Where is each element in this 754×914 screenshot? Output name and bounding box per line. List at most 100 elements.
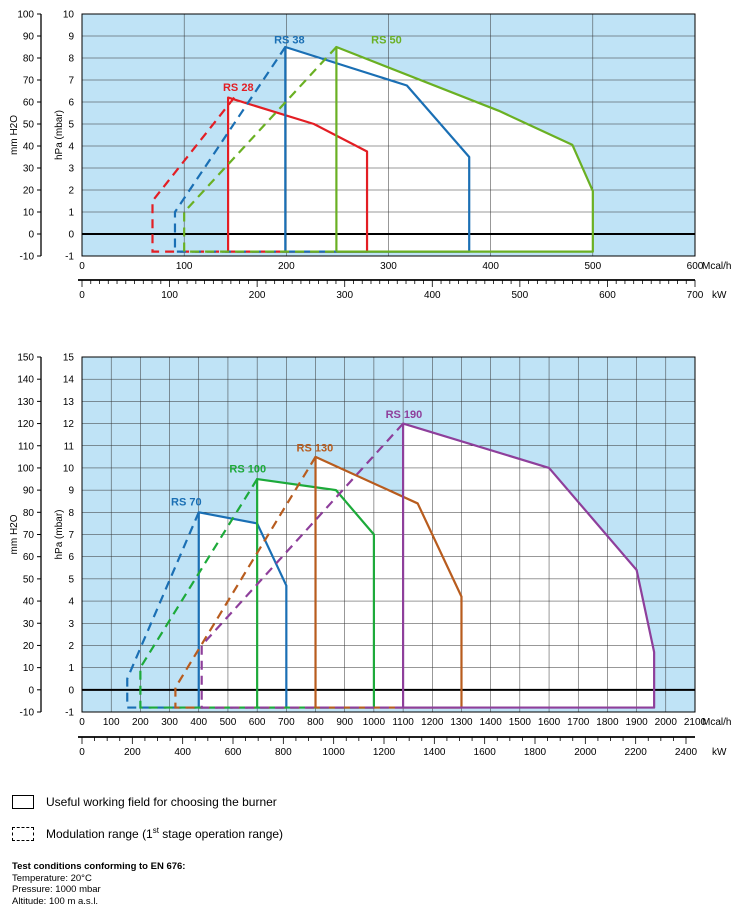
mcal-tick-label: 1000 bbox=[363, 717, 386, 728]
mcal-tick-label: 1600 bbox=[538, 717, 561, 728]
hpa-tick-label: 0 bbox=[68, 685, 74, 696]
hpa-tick-label: 1 bbox=[68, 663, 74, 674]
hpa-axis-title: hPa (mbar) bbox=[54, 110, 65, 160]
mcal-tick-label: 500 bbox=[220, 717, 237, 728]
modulation-range-line bbox=[173, 46, 287, 253]
kw-tick-label: 2400 bbox=[675, 747, 698, 758]
hpa-tick-label: 3 bbox=[68, 619, 74, 630]
mm-tick-label: 140 bbox=[17, 375, 34, 386]
series-label: RS 130 bbox=[297, 442, 334, 454]
mm-tick-label: 50 bbox=[23, 574, 35, 585]
mm-tick-label: 20 bbox=[23, 186, 35, 197]
mm-tick-label: 10 bbox=[23, 208, 35, 219]
hpa-tick-label: 9 bbox=[68, 32, 74, 43]
mcal-tick-label: 1200 bbox=[421, 717, 444, 728]
legend-dashed-swatch bbox=[12, 826, 34, 841]
mcal-tick-label: 1100 bbox=[392, 717, 414, 728]
mm-tick-label: 30 bbox=[23, 164, 35, 175]
mm-tick-label: 70 bbox=[23, 76, 35, 87]
kw-tick-label: 400 bbox=[424, 290, 441, 301]
hpa-tick-label: 15 bbox=[63, 353, 75, 364]
mcal-tick-label: 400 bbox=[190, 717, 207, 728]
mcal-tick-label: 400 bbox=[482, 261, 499, 272]
mm-tick-label: 20 bbox=[23, 641, 35, 652]
legend-working-field: Useful working field for choosing the bu… bbox=[12, 795, 277, 809]
mm-tick-label: 0 bbox=[28, 685, 34, 696]
mm-tick-label: 60 bbox=[23, 552, 35, 563]
kw-tick-label: 800 bbox=[275, 747, 292, 758]
kw-tick-label: 100 bbox=[161, 290, 178, 301]
mm-tick-label: 0 bbox=[28, 230, 34, 241]
hpa-tick-label: 4 bbox=[68, 142, 74, 153]
hpa-tick-label: 3 bbox=[68, 164, 74, 175]
modulation-range-line bbox=[126, 511, 200, 709]
kw-tick-label: 0 bbox=[79, 290, 85, 301]
kw-tick-label: 2000 bbox=[574, 747, 597, 758]
mcal-tick-label: 300 bbox=[161, 717, 178, 728]
hpa-tick-label: 11 bbox=[64, 441, 75, 452]
mm-tick-label: 120 bbox=[17, 419, 34, 430]
mcal-tick-label: 500 bbox=[584, 261, 601, 272]
mm-tick-label: 80 bbox=[23, 54, 35, 65]
series-label: RS 38 bbox=[274, 35, 305, 47]
test-conditions-title: Test conditions conforming to EN 676: bbox=[12, 861, 186, 872]
mcal-tick-label: 200 bbox=[132, 717, 149, 728]
mcal-tick-label: 2000 bbox=[655, 717, 678, 728]
series-rs-190: RS 190 bbox=[200, 409, 656, 709]
mcal-tick-label: 800 bbox=[307, 717, 324, 728]
test-conditions: Test conditions conforming to EN 676: Te… bbox=[12, 861, 185, 907]
series-rs-50: RS 50 bbox=[183, 35, 594, 253]
mcal-tick-label: 300 bbox=[380, 261, 397, 272]
hpa-tick-label: 7 bbox=[68, 76, 74, 87]
modulation-range-line bbox=[183, 46, 338, 253]
hpa-axis-title: hPa (mbar) bbox=[54, 509, 65, 559]
kw-axis-title: kW bbox=[712, 747, 727, 758]
kw-tick-label: 200 bbox=[124, 747, 141, 758]
legend-solid-swatch bbox=[12, 795, 34, 809]
modulation-range-line bbox=[139, 478, 259, 709]
mcal-tick-label: 1800 bbox=[596, 717, 619, 728]
working-field-fill bbox=[403, 423, 655, 708]
kw-tick-label: 1800 bbox=[524, 747, 547, 758]
hpa-tick-label: 8 bbox=[68, 54, 74, 65]
hpa-tick-label: 0 bbox=[68, 230, 74, 241]
kw-tick-label: 200 bbox=[249, 290, 266, 301]
mcal-tick-label: 100 bbox=[176, 261, 193, 272]
plot-frame bbox=[81, 356, 696, 713]
hpa-tick-label: -1 bbox=[65, 252, 74, 263]
mm-tick-label: 100 bbox=[17, 10, 34, 21]
modulation-range-line bbox=[200, 422, 404, 709]
plot-frame bbox=[81, 13, 696, 257]
mcal-tick-label: 600 bbox=[687, 261, 704, 272]
mcal-tick-label: 200 bbox=[278, 261, 295, 272]
hpa-tick-label: 8 bbox=[68, 508, 74, 519]
mm-tick-label: 40 bbox=[23, 142, 35, 153]
kw-axis-title: kW bbox=[712, 290, 727, 301]
mm-tick-label: 50 bbox=[23, 120, 35, 131]
series-label: RS 50 bbox=[371, 35, 402, 47]
mcal-tick-label: 600 bbox=[249, 717, 266, 728]
hpa-tick-label: 13 bbox=[63, 397, 75, 408]
hpa-tick-label: 10 bbox=[63, 10, 75, 21]
hpa-tick-label: 6 bbox=[68, 552, 74, 563]
mm-tick-label: -10 bbox=[20, 708, 35, 719]
kw-tick-label: 300 bbox=[336, 290, 353, 301]
legend-working-label: Useful working field for choosing the bu… bbox=[46, 795, 277, 809]
mcal-tick-label: 100 bbox=[103, 717, 120, 728]
mcal-tick-label: 1900 bbox=[625, 717, 648, 728]
mm-tick-label: 90 bbox=[23, 486, 35, 497]
test-pressure: Pressure: 1000 mbar bbox=[12, 884, 101, 895]
series-label: RS 28 bbox=[223, 82, 254, 94]
mm-tick-label: 80 bbox=[23, 508, 35, 519]
working-field-fill bbox=[336, 47, 593, 252]
kw-tick-label: 700 bbox=[687, 290, 704, 301]
mm-tick-label: 30 bbox=[23, 619, 35, 630]
mcal-tick-label: 0 bbox=[79, 717, 85, 728]
hpa-tick-label: 14 bbox=[63, 375, 75, 386]
series-label: RS 190 bbox=[386, 409, 423, 421]
working-field-line bbox=[401, 422, 656, 709]
mcal-tick-label: 700 bbox=[278, 717, 295, 728]
mcal-tick-label: 1400 bbox=[480, 717, 503, 728]
